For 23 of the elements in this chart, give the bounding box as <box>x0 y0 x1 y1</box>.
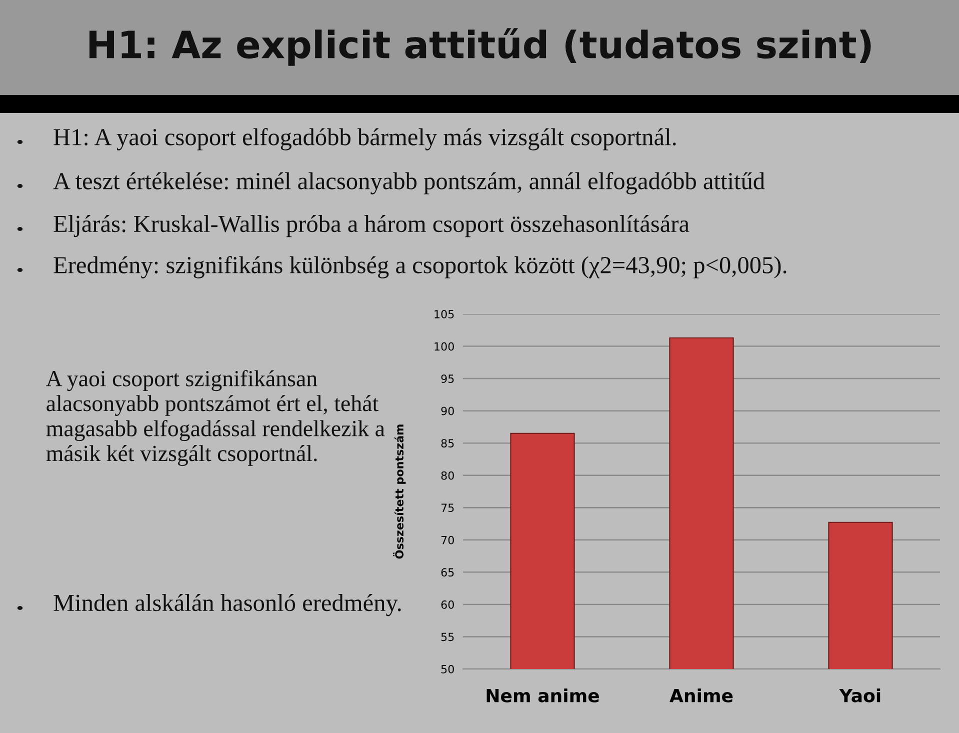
y-axis-title: Összesített pontszám <box>393 424 406 559</box>
x-tick-label: Yaoi <box>839 688 880 702</box>
y-tick-label: 85 <box>441 439 454 448</box>
y-tick-label: 50 <box>441 664 454 674</box>
x-tick-label: Nem anime <box>486 688 599 702</box>
y-tick-label: 75 <box>441 504 454 512</box>
y-tick-label: 55 <box>441 632 454 642</box>
y-tick-label: 80 <box>441 471 454 480</box>
text: A yaoi csoport szignifikánsan alacsonyabb pontszámot ért el, tehát magasabb elfogadással rendelkezik a másik két vizsgált csoportnál. <box>46 370 385 466</box>
y-tick-label: 90 <box>441 406 454 416</box>
y-tick-label: 65 <box>441 568 454 577</box>
text: Minden alskálán hasonló eredmény. <box>54 594 401 616</box>
text: A teszt értékelése: minél alacsonyabb pontszám, annál elfogadóbb attitűd <box>53 172 765 194</box>
y-tick-label: 70 <box>441 536 454 544</box>
y-tick-label: 105 <box>434 310 454 318</box>
y-tick-label: 95 <box>441 374 454 383</box>
text: H1: A yaoi csoport elfogadóbb bármely más vizsgált csoportnál. <box>54 128 676 150</box>
chart-title: H1: Az explicit attitűd (tudatos szint) <box>89 28 871 66</box>
text: Eljárás: Kruskal-Wallis próba a három csoport összehasonlítására <box>54 215 690 238</box>
y-tick-label: 100 <box>434 342 454 351</box>
x-tick-label: Anime <box>670 688 733 702</box>
y-tick-label: 60 <box>441 600 454 609</box>
text: Eredmény: szignifikáns különbség a csoportok között (χ2=43,90; p<0,005). <box>54 256 786 278</box>
